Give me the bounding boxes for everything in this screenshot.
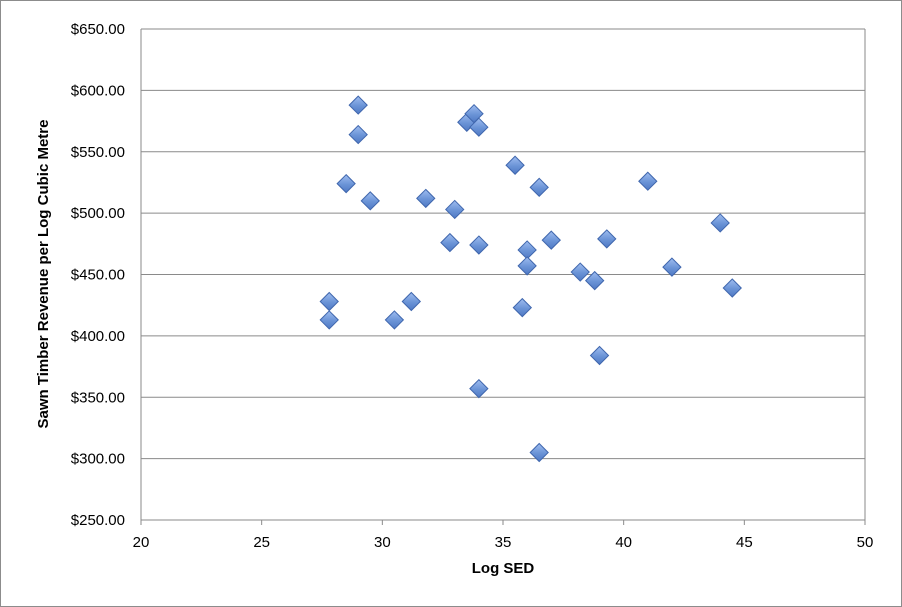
data-point <box>319 310 339 330</box>
x-tick-label: 20 <box>133 534 150 551</box>
axes <box>140 29 866 525</box>
data-point <box>440 232 460 253</box>
y-tick-label: $600.00 <box>71 82 125 99</box>
data-point <box>401 291 422 312</box>
data-point <box>416 188 436 209</box>
data-point <box>469 235 489 255</box>
x-tick-label: 45 <box>736 534 753 551</box>
y-tick-label: $250.00 <box>71 512 125 529</box>
data-point <box>662 257 682 277</box>
y-tick-label: $650.00 <box>71 21 125 38</box>
data-point <box>584 270 605 291</box>
data-point <box>589 345 610 366</box>
data-point <box>512 297 533 318</box>
x-axis-title: Log SED <box>472 560 535 577</box>
data-point <box>445 199 465 220</box>
data-point <box>517 256 537 276</box>
x-tick-label: 30 <box>374 534 391 551</box>
data-point <box>541 230 561 250</box>
data-point <box>597 229 617 249</box>
y-tick-label: $450.00 <box>71 267 125 284</box>
x-tick-label: 25 <box>253 534 270 551</box>
data-point <box>710 213 730 233</box>
y-tick-label: $500.00 <box>71 205 125 222</box>
y-tick-labels: $650.00 $600.00 $550.00 $500.00 $450.00 $400.… <box>71 21 125 529</box>
data-point <box>529 177 549 198</box>
x-tick-labels: 20 25 30 35 40 45 50 <box>133 534 874 551</box>
data-point <box>722 278 742 298</box>
y-tick-label: $400.00 <box>71 328 125 345</box>
data-point <box>529 442 549 463</box>
y-tick-label: $550.00 <box>71 144 125 161</box>
data-point <box>360 191 380 211</box>
grid-lines <box>141 28 865 460</box>
data-point <box>570 262 590 282</box>
data-point <box>348 95 368 115</box>
x-tick-label: 40 <box>615 534 632 551</box>
y-tick-label: $300.00 <box>71 451 125 468</box>
data-point <box>336 173 356 194</box>
data-point <box>505 155 525 175</box>
data-points <box>319 95 742 463</box>
x-tick-label: 50 <box>857 534 874 551</box>
data-point <box>319 291 339 312</box>
data-point <box>348 124 368 145</box>
data-point <box>469 117 489 137</box>
data-point <box>384 310 405 330</box>
data-point <box>638 171 658 191</box>
x-tick-label: 35 <box>495 534 512 551</box>
y-axis-title: Sawn Timber Revenue per Log Cubic Metre <box>35 120 52 429</box>
y-tick-label: $350.00 <box>71 389 125 406</box>
data-point <box>469 378 489 399</box>
